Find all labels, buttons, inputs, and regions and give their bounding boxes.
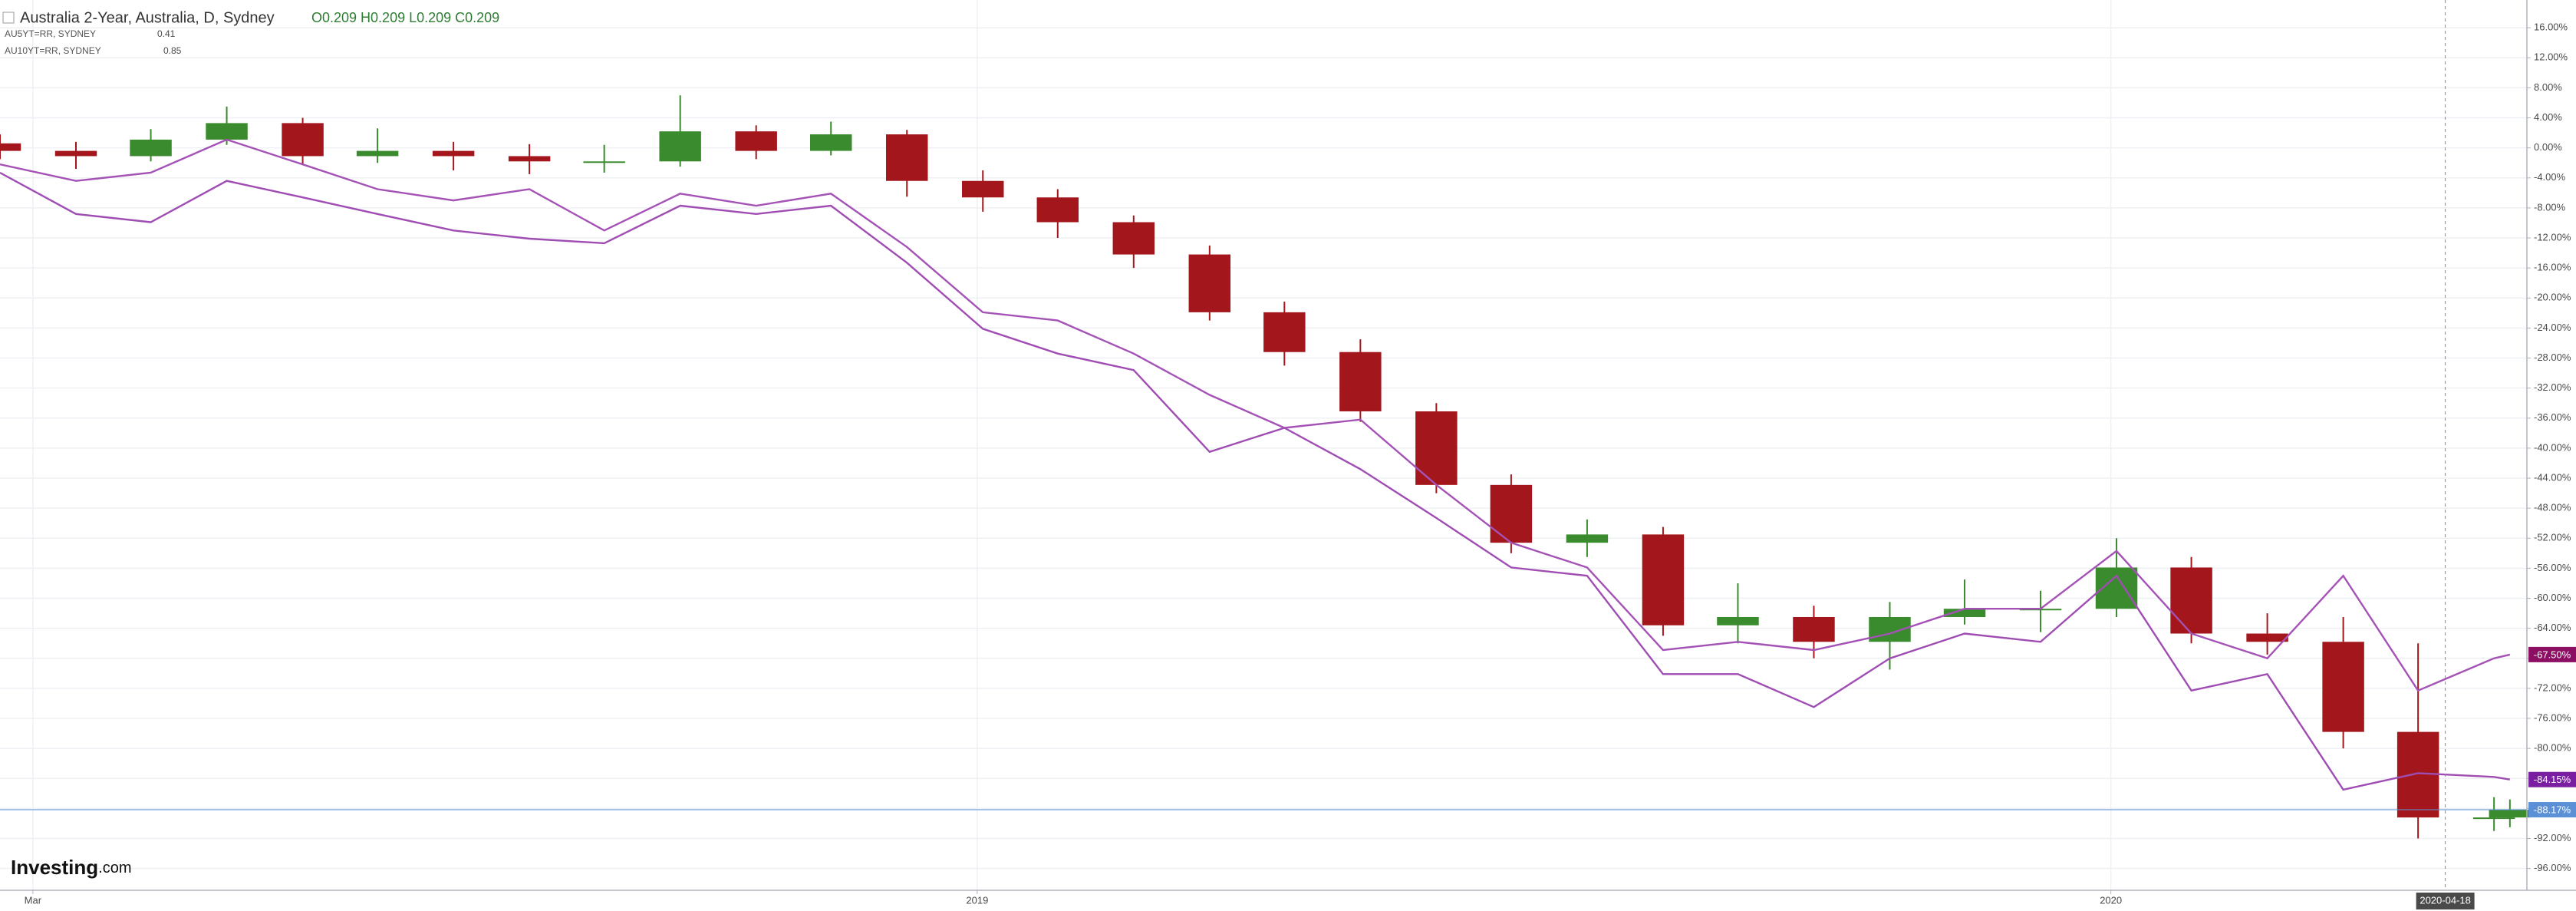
series-name: AU10YT=RR, SYDNEY — [5, 45, 101, 56]
x-tick-label: 2019 — [966, 894, 988, 906]
candle-body — [1415, 411, 1458, 485]
candle-body — [1642, 534, 1685, 625]
candle-body — [2472, 817, 2515, 820]
candle-body — [1566, 534, 1609, 543]
candle-body — [1263, 312, 1306, 352]
candle-body — [432, 150, 475, 157]
plot-area — [0, 95, 2532, 839]
y-tick-label: -72.00% — [2534, 682, 2571, 693]
candle-body — [1793, 616, 1835, 642]
candle-body — [54, 150, 97, 157]
x-tick-label: Mar — [25, 894, 42, 906]
candle-body — [659, 131, 701, 162]
y-tick-label: -80.00% — [2534, 742, 2571, 754]
candle-body — [1188, 254, 1231, 312]
y-tick-label: -28.00% — [2534, 352, 2571, 363]
y-tick-label: -20.00% — [2534, 292, 2571, 303]
y-tick-label: -24.00% — [2534, 322, 2571, 333]
candle-body — [1036, 197, 1079, 223]
candle-body — [206, 123, 248, 140]
price-tag — [2528, 771, 2576, 787]
y-tick-label: -4.00% — [2534, 171, 2566, 183]
candle-body — [508, 156, 551, 162]
logo-brand: Investing — [11, 856, 98, 879]
candle-body — [2170, 567, 2212, 634]
y-tick-label: -92.00% — [2534, 832, 2571, 843]
y-tick-label: -12.00% — [2534, 231, 2571, 243]
y-tick-label: -36.00% — [2534, 411, 2571, 423]
logo: Investing.com — [11, 856, 131, 879]
candle-body — [1717, 616, 1759, 625]
y-tick-label: -32.00% — [2534, 381, 2571, 393]
candle-body — [809, 134, 852, 151]
y-tick-label: -64.00% — [2534, 622, 2571, 633]
y-tick-label: -56.00% — [2534, 562, 2571, 573]
y-tick-label: 16.00% — [2534, 21, 2568, 33]
candle-body — [583, 161, 625, 163]
candle-body — [1490, 484, 1533, 543]
y-tick-label: 4.00% — [2534, 111, 2562, 123]
main-series-name: Australia 2-Year, Australia, D, Sydney — [20, 9, 275, 26]
series-value: 0.41 — [157, 28, 176, 39]
crosshair-label: 2020-04-18 — [2420, 894, 2471, 906]
candle-body — [962, 180, 1004, 198]
y-tick-label: -76.00% — [2534, 711, 2571, 723]
price-tag-label: -84.15% — [2534, 774, 2571, 785]
y-tick-label: -48.00% — [2534, 502, 2571, 513]
candle-body — [2246, 633, 2288, 642]
candle-body — [886, 134, 928, 181]
x-tick-label: 2020 — [2100, 894, 2122, 906]
candle-body — [1112, 222, 1155, 255]
y-tick-label: 8.00% — [2534, 81, 2562, 93]
candle-body — [282, 123, 324, 157]
logo-suffix: .com — [98, 860, 131, 876]
y-tick-label: -96.00% — [2534, 862, 2571, 873]
y-tick-label: -40.00% — [2534, 441, 2571, 453]
candle-body — [1339, 352, 1382, 411]
y-tick-label: -44.00% — [2534, 471, 2571, 483]
y-tick-label: -60.00% — [2534, 592, 2571, 603]
series-line — [0, 138, 2511, 692]
legend: Australia 2-Year, Australia, D, Sydney O… — [2, 9, 499, 56]
price-tag-label: -88.17% — [2534, 804, 2571, 815]
y-tick-label: 0.00% — [2534, 141, 2562, 153]
candle-body — [2489, 810, 2532, 818]
candle-body — [130, 139, 172, 157]
y-tick-label: -8.00% — [2534, 201, 2566, 213]
ohlc-values: O0.209 H0.209 L0.209 C0.209 — [311, 10, 499, 25]
series-value: 0.85 — [163, 45, 182, 56]
candle-body — [0, 143, 21, 151]
candle-body — [1943, 609, 1986, 617]
price-tag — [2528, 802, 2576, 818]
price-tag-label: -67.50% — [2534, 649, 2571, 660]
y-tick-label: -16.00% — [2534, 262, 2571, 273]
crosshair-tag — [2416, 893, 2475, 909]
candle-body — [356, 150, 399, 157]
collapse-icon[interactable] — [2, 12, 15, 24]
y-tick-label: 12.00% — [2534, 51, 2568, 63]
series-name: AU5YT=RR, SYDNEY — [5, 28, 96, 39]
candle-body — [2322, 642, 2364, 732]
candle-body — [735, 131, 777, 151]
y-tick-label: -52.00% — [2534, 532, 2571, 543]
price-tag — [2528, 646, 2576, 662]
